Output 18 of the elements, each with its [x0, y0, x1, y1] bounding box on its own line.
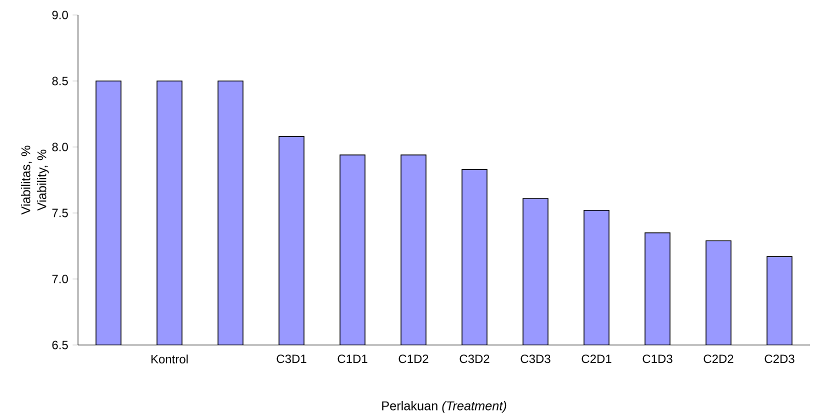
y-tick-label: 9.0	[52, 10, 68, 20]
y-tick-label: 6.5	[52, 340, 68, 350]
x-tick-label: C1D2	[398, 354, 428, 364]
y-axis-title: Viabilitas, % Viability, %	[20, 146, 49, 215]
x-axis-title: Perlakuan (Treatment)	[382, 401, 506, 413]
x-tick-label: C2D2	[704, 354, 734, 364]
x-tick-label: C3D3	[520, 354, 550, 364]
x-tick-label: C1D1	[338, 354, 368, 364]
y-tick-label: 7.0	[52, 274, 68, 284]
y-tick-label: 8.0	[52, 142, 68, 152]
x-tick-label: C2D1	[582, 354, 612, 364]
x-tick-label: C3D2	[460, 354, 490, 364]
x-tick-label: C3D1	[276, 354, 306, 364]
y-tick-label: 7.5	[52, 208, 68, 218]
x-tick-label: C1D3	[642, 354, 672, 364]
x-tick-label: C2D3	[764, 354, 794, 364]
y-tick-label: 8.5	[52, 76, 68, 86]
x-tick-label: Kontrol	[151, 354, 188, 364]
